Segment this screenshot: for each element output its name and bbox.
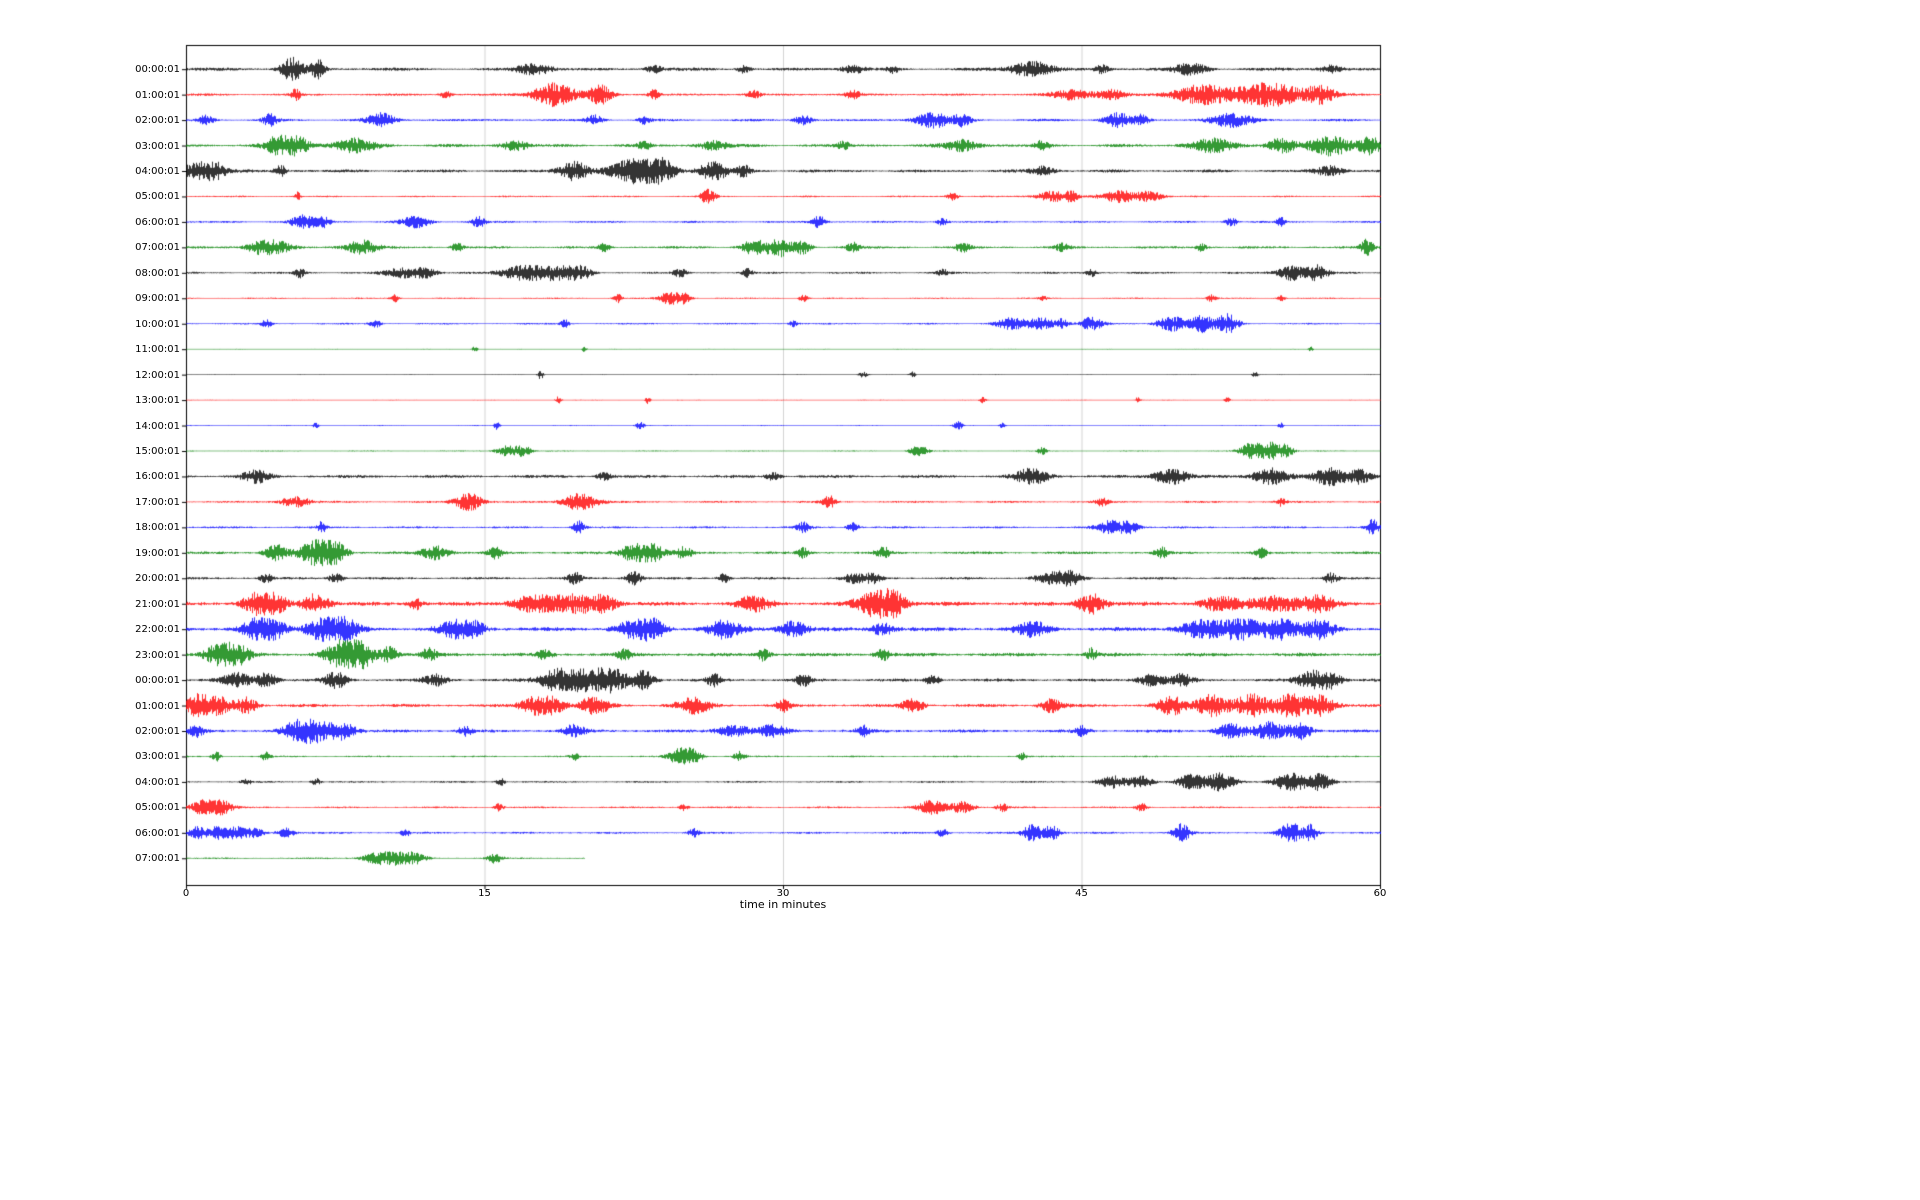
x-tick-label: 15 <box>478 888 491 899</box>
row-label: 00:00:01 <box>135 675 180 687</box>
row-label: 04:00:01 <box>135 166 180 177</box>
row-label: 06:00:01 <box>135 216 180 228</box>
row-label: 06:00:01 <box>135 827 180 839</box>
row-label: 22:00:01 <box>135 624 180 636</box>
row-label: 14:00:01 <box>135 420 180 432</box>
row-label: 09:00:01 <box>135 293 180 305</box>
row-label: 00:00:01 <box>135 64 180 76</box>
row-label: 19:00:01 <box>135 547 180 559</box>
row-label: 18:00:01 <box>135 522 180 534</box>
x-tick-label: 0 <box>182 888 190 899</box>
row-label: 23:00:01 <box>135 649 180 661</box>
row-label: 15:00:01 <box>135 446 180 457</box>
row-label: 01:00:01 <box>135 700 180 712</box>
row-label: 04:00:01 <box>135 776 180 788</box>
row-label: 17:00:01 <box>135 496 180 508</box>
row-label: 02:00:01 <box>135 726 180 737</box>
row-label: 13:00:01 <box>135 395 180 407</box>
row-label: 05:00:01 <box>135 802 180 814</box>
row-label: 07:00:01 <box>135 242 180 254</box>
row-label: 02:00:01 <box>135 115 180 127</box>
row-label: 03:00:01 <box>135 140 180 152</box>
row-label: 08:00:01 <box>135 267 180 279</box>
x-tick-label: 60 <box>1373 888 1387 899</box>
x-tick-label: 45 <box>1075 888 1088 899</box>
row-label: 07:00:01 <box>135 853 180 865</box>
x-tick-label: 30 <box>776 888 790 899</box>
row-label: 05:00:01 <box>135 191 180 203</box>
row-label: 12:00:01 <box>135 369 180 381</box>
row-label: 16:00:01 <box>135 471 180 483</box>
x-axis-label: time in minutes <box>739 898 827 911</box>
row-label: 03:00:01 <box>135 751 180 763</box>
row-label: 20:00:01 <box>135 573 180 585</box>
row-label: 21:00:01 <box>135 598 180 610</box>
row-label: 10:00:01 <box>135 318 180 330</box>
row-label: 11:00:01 <box>135 344 180 356</box>
row-label: 01:00:01 <box>135 89 180 101</box>
